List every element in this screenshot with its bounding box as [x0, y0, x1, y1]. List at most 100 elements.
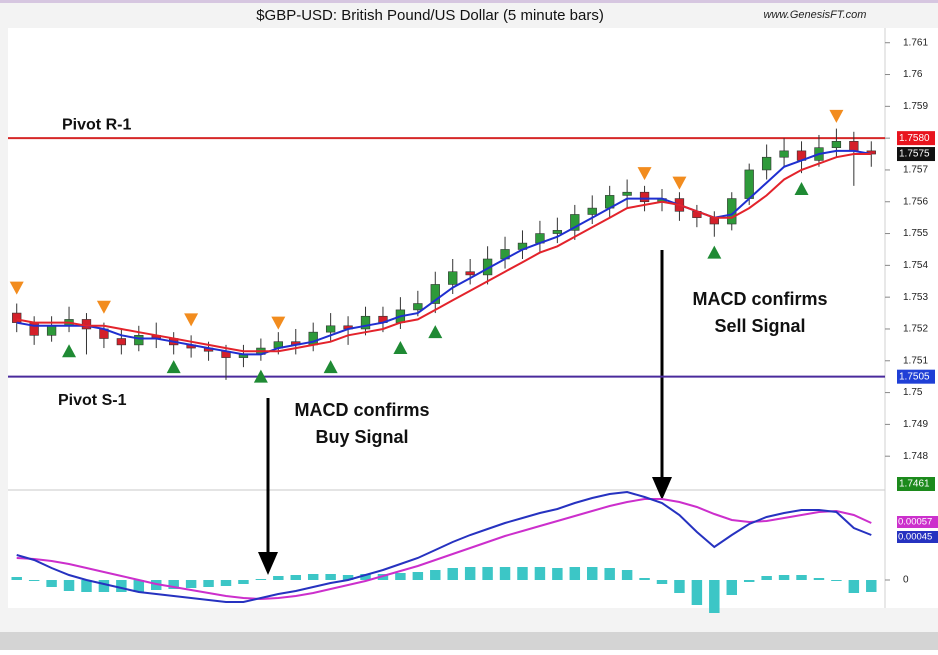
candle-body — [761, 156, 772, 171]
histogram-bar — [464, 567, 476, 580]
candle-body — [779, 150, 789, 158]
sell-signal — [637, 167, 652, 181]
histogram-bar — [220, 580, 232, 586]
sell-signal — [184, 313, 199, 327]
annotation: Sell Signal — [714, 316, 805, 336]
histogram-bar — [116, 580, 127, 592]
histogram-bar — [307, 574, 319, 580]
buy-signal — [253, 369, 268, 383]
macd-label-box — [897, 531, 938, 543]
histogram-bar — [238, 580, 249, 584]
y-tick-label: 1.761 — [903, 37, 928, 48]
candle-body — [831, 141, 842, 148]
price-label-box — [897, 131, 935, 146]
candle-body — [465, 271, 475, 276]
buy-signal — [166, 360, 181, 374]
candle-body — [448, 271, 458, 285]
histogram-bar — [639, 578, 650, 580]
buy-signal — [707, 245, 722, 259]
histogram-bar — [28, 580, 40, 581]
histogram-bar — [81, 580, 92, 592]
sell-signal — [9, 281, 24, 295]
histogram-bar — [517, 567, 528, 580]
top-strip — [0, 0, 938, 3]
macd-tick-label: 0 — [903, 575, 909, 586]
histogram-bar — [447, 568, 458, 580]
histogram-bar — [674, 580, 685, 593]
histogram-bar — [168, 580, 179, 589]
histogram-bar — [831, 580, 842, 581]
histogram-bar — [133, 580, 145, 592]
price-label-box — [897, 369, 935, 384]
histogram-bar — [499, 567, 511, 580]
moving-average — [16, 149, 872, 356]
axis-area — [885, 28, 938, 608]
y-tick-label: 1.751 — [903, 355, 928, 366]
candle-body — [570, 214, 580, 231]
y-tick-label: 1.749 — [903, 419, 928, 430]
histogram-bar — [290, 575, 301, 580]
candle-body — [639, 191, 650, 203]
arrow-head — [258, 552, 278, 575]
candle-body — [587, 207, 597, 215]
macd-label: 0.00057 — [898, 517, 932, 528]
histogram-bar — [342, 575, 354, 580]
candle-body — [430, 284, 440, 304]
histogram-bar — [395, 573, 406, 580]
candle-body — [116, 338, 127, 346]
histogram-bar — [621, 570, 633, 580]
candle-body — [360, 315, 371, 330]
histogram-bar — [255, 579, 267, 580]
source: www.GenesisFT.com — [764, 9, 867, 21]
candle-body — [552, 230, 563, 234]
candle-body — [849, 141, 859, 152]
histogram-bar — [587, 567, 598, 580]
annotation: MACD confirms — [692, 289, 827, 309]
buy-signal — [428, 325, 443, 339]
histogram-bar — [656, 580, 668, 584]
histogram-bar — [813, 578, 825, 580]
candle-body — [46, 325, 57, 336]
histogram-bar — [743, 580, 755, 582]
plot-area — [8, 28, 885, 608]
y-tick-label: 1.757 — [903, 165, 928, 176]
histogram-bar — [412, 572, 424, 580]
buy-signal — [323, 360, 338, 374]
macd-label-box — [897, 516, 938, 528]
y-tick-label: 1.754 — [903, 260, 928, 271]
histogram-bar — [325, 574, 336, 580]
buy-signal — [393, 341, 408, 355]
bottom-strip — [0, 632, 938, 650]
macd-line — [16, 498, 872, 601]
y-tick-label: 1.753 — [903, 292, 928, 303]
pivot-label: Pivot R-1 — [62, 116, 131, 133]
y-tick-label: 1.755 — [903, 228, 928, 239]
candle-body — [413, 303, 423, 311]
candle-body — [134, 335, 144, 346]
sell-signal — [271, 316, 286, 330]
buy-signal — [794, 182, 809, 196]
y-tick-label: 1.75 — [903, 387, 923, 398]
candle-body — [12, 312, 22, 323]
y-tick-label: 1.752 — [903, 324, 928, 335]
buy-signal — [62, 344, 77, 358]
sell-signal — [672, 176, 687, 190]
moving-average — [16, 153, 872, 353]
histogram-bar — [848, 580, 860, 593]
histogram-bar — [604, 568, 615, 580]
arrow-head — [652, 477, 672, 500]
histogram-bar — [273, 576, 284, 580]
pivot-label: Pivot S-1 — [58, 392, 127, 409]
histogram-bar — [430, 570, 441, 580]
histogram-bar — [98, 580, 110, 592]
macd-line — [16, 490, 872, 603]
histogram-bar — [185, 580, 197, 588]
histogram-bar — [569, 567, 581, 580]
annotation: Buy Signal — [315, 427, 408, 447]
histogram-bar — [761, 576, 772, 580]
price-label: 1.7580 — [899, 133, 930, 144]
histogram-bar — [534, 567, 546, 580]
histogram-bar — [709, 580, 720, 613]
histogram-bar — [552, 568, 563, 580]
